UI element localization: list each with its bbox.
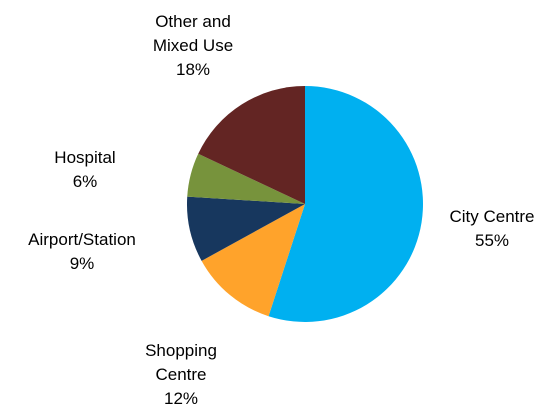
- value-label: 6%: [72, 172, 98, 191]
- slice-label: City Centre 55%: [449, 205, 534, 253]
- category-label: Airport/Station: [28, 230, 136, 249]
- slice-label: Airport/Station 9%: [28, 228, 136, 276]
- category-label: Other and Mixed Use: [152, 12, 234, 55]
- pie-slice: [187, 153, 305, 204]
- slice-label: Hospital 6%: [54, 146, 115, 194]
- pie-slice: [187, 196, 305, 261]
- slice-label: Shopping Centre 12%: [126, 339, 236, 405]
- slice-label: Other and Mixed Use 18%: [138, 10, 248, 82]
- value-label: 12%: [163, 389, 199, 405]
- value-label: 18%: [175, 60, 211, 79]
- pie-slice: [201, 204, 305, 317]
- category-label: City Centre: [449, 207, 535, 226]
- value-label: 55%: [474, 231, 510, 250]
- pie-slice: [198, 86, 305, 204]
- category-label: Hospital: [54, 148, 116, 167]
- category-label: Shopping Centre: [145, 341, 217, 384]
- pie-slice: [268, 86, 423, 322]
- value-label: 9%: [69, 254, 95, 273]
